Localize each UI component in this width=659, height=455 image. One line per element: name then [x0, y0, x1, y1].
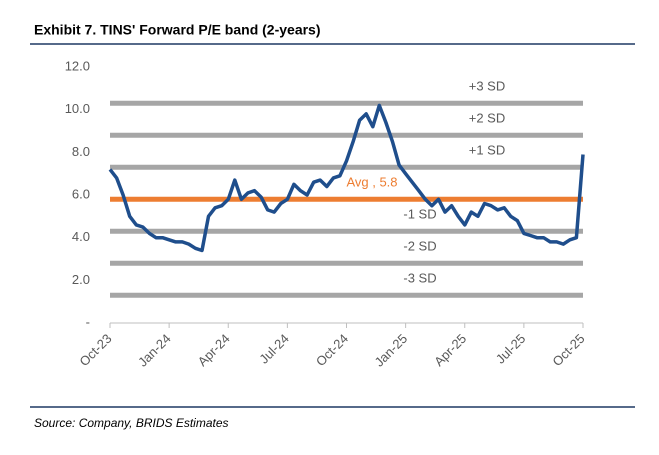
x-tick-label: Oct-24 [313, 331, 351, 369]
x-tick-label: Jul-25 [493, 331, 529, 367]
y-tick-label: 4.0 [72, 229, 90, 244]
y-tick-label: - [86, 314, 90, 329]
x-tick-label: Oct-25 [549, 331, 587, 369]
x-tick-label: Apr-25 [431, 331, 469, 369]
x-tick-label: Oct-23 [76, 331, 114, 369]
x-tick-label: Jul-24 [256, 331, 292, 367]
x-tick-label: Jan-25 [371, 331, 410, 370]
sd-band-label: +3 SD [469, 79, 506, 94]
y-tick-label: 12.0 [65, 58, 90, 73]
source-note: Source: Company, BRIDS Estimates [34, 416, 229, 430]
pe-line [108, 103, 585, 253]
sd-band-label: -2 SD [403, 239, 436, 254]
sd-band-label: -3 SD [403, 271, 436, 286]
x-tick-label: Apr-24 [195, 331, 233, 369]
y-tick-label: 2.0 [72, 272, 90, 287]
y-tick-label: 10.0 [65, 101, 90, 116]
chart-title: Exhibit 7. TINS' Forward P/E band (2-yea… [34, 22, 321, 38]
avg-label: Avg , 5.8 [346, 175, 397, 190]
y-tick-label: 8.0 [72, 144, 90, 159]
y-tick-label: 6.0 [72, 186, 90, 201]
x-tick-label: Jan-24 [135, 331, 174, 370]
sd-band-label: +2 SD [469, 111, 506, 126]
sd-band-label: +1 SD [469, 143, 506, 158]
sd-band-label: -1 SD [403, 207, 436, 222]
